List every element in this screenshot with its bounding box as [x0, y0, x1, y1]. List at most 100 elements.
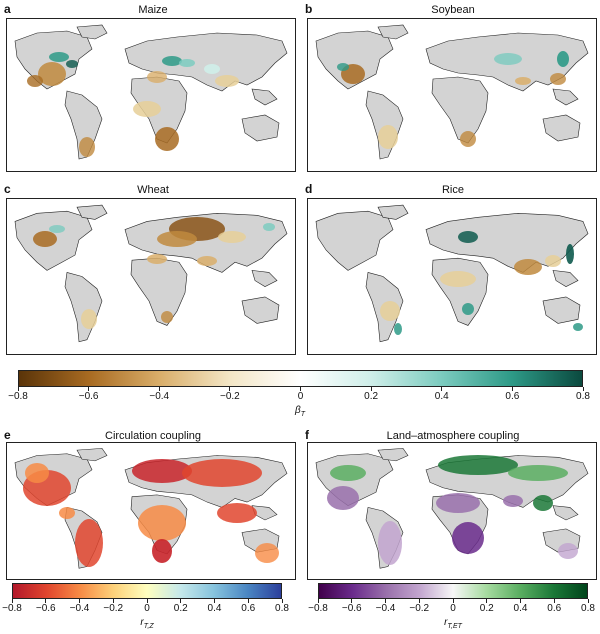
colorbar-tick-mark [45, 599, 47, 603]
land-mass [377, 204, 409, 220]
colorbar-tick-mark [385, 599, 386, 603]
colorbar-tick-label: 0 [450, 603, 456, 614]
colorbar-tick-label: 0.4 [207, 603, 222, 614]
colorbar-tick-mark [452, 599, 454, 603]
land-mass [315, 210, 394, 271]
circulation-colorbar-gradient [12, 583, 282, 599]
colorbar-tick-mark [158, 387, 160, 391]
circulation-colorbar-label: rT,Z [140, 617, 154, 630]
colorbar-tick-label: 0 [297, 391, 304, 402]
land-mass [76, 204, 108, 220]
land-mass [241, 114, 280, 142]
panel-title: Maize [138, 4, 168, 16]
colorbar-tick-mark [88, 387, 90, 391]
colorbar-tick-mark [553, 599, 555, 603]
land-mass [365, 90, 404, 160]
colorbar-tick-label: −0.4 [149, 391, 170, 402]
land-mass [76, 24, 108, 40]
world-map-circulation [14, 448, 288, 569]
panel-letter: c [4, 182, 11, 196]
colorbar-tick-mark [112, 599, 114, 603]
land-mass [431, 257, 489, 326]
world-map-rice [315, 204, 589, 343]
land-mass [431, 76, 489, 144]
colorbar-tick-label: −0.6 [78, 391, 99, 402]
world-map-soybean [315, 24, 589, 160]
colorbar-tick-mark [146, 599, 148, 603]
land-mass [552, 505, 579, 521]
land-mass [542, 114, 581, 142]
land-mass [76, 448, 108, 462]
colorbar-tick-label: 0 [144, 603, 150, 614]
colorbar-tick-mark [317, 599, 319, 603]
panel-title: Wheat [137, 184, 169, 196]
colorbar-tick-label: −0.4 [69, 603, 90, 614]
colorbar-tick-mark [281, 599, 283, 603]
colorbar-tick-label: 0.6 [241, 603, 256, 614]
soybean-sensitivity-overlay [337, 51, 569, 149]
land-mass [552, 270, 579, 288]
beta-colorbar-label: βT [295, 405, 305, 418]
land-mass [241, 296, 280, 324]
beta-colorbar-gradient [18, 370, 583, 387]
world-map-maize [14, 24, 288, 160]
land-mass [377, 448, 409, 462]
land-masses [315, 24, 589, 160]
colorbar-tick-mark [370, 387, 372, 391]
panel-letter: f [305, 428, 309, 442]
colorbar-tick-mark [247, 599, 249, 603]
map-circulation-coupling [6, 442, 296, 580]
colorbar-tick-label: −0.6 [35, 603, 56, 614]
colorbar-tick-mark [229, 387, 231, 391]
colorbar-tick-label: 0.4 [434, 391, 449, 402]
land-mass [542, 296, 581, 324]
colorbar-tick-label: 0.8 [581, 603, 595, 614]
panel-letter: a [4, 2, 11, 16]
colorbar-tick-label: 0.2 [479, 603, 494, 614]
circulation-overlay [23, 459, 279, 567]
colorbar-tick-mark [418, 599, 420, 603]
colorbar-tick-mark [11, 599, 13, 603]
land-mass [64, 272, 103, 343]
map-maize [6, 18, 296, 172]
panel-title: Rice [441, 184, 464, 196]
land-atmosphere-colorbar-label: rT,ET [444, 617, 462, 630]
land-mass [251, 88, 278, 106]
colorbar-tick-mark [300, 387, 301, 391]
land-mass [377, 24, 409, 40]
wheat-sensitivity-overlay [33, 217, 275, 329]
colorbar-tick-mark [17, 387, 19, 391]
colorbar-tick-label: −0.4 [375, 603, 396, 614]
panel-title: Circulation coupling [105, 430, 201, 442]
map-wheat [6, 198, 296, 355]
colorbar-tick-mark [214, 599, 215, 603]
land-masses [14, 24, 288, 160]
panel-letter: d [305, 182, 313, 196]
colorbar-tick-label: 0.2 [173, 603, 188, 614]
rice-sensitivity-overlay [380, 231, 583, 335]
colorbar-tick-label: −0.8 [2, 603, 22, 614]
land-mass [130, 257, 188, 326]
colorbar-tick-label: −0.2 [220, 391, 240, 402]
world-map-land-atmosphere [315, 448, 589, 569]
colorbar-tick-mark [351, 599, 353, 603]
colorbar-tick-mark [582, 387, 584, 391]
panel-title: Soybean [431, 4, 475, 16]
colorbar-tick-label: −0.8 [308, 603, 328, 614]
colorbar-tick-label: 0.2 [364, 391, 379, 402]
colorbar-tick-mark [511, 387, 513, 391]
colorbar-tick-label: 0.4 [513, 603, 528, 614]
colorbar-tick-label: 0.8 [275, 603, 289, 614]
maize-sensitivity-overlay [27, 52, 239, 157]
map-land-atmosphere-coupling [307, 442, 597, 580]
land-mass [315, 30, 394, 90]
colorbar-tick-label: 0.6 [505, 391, 520, 402]
land-atmosphere-overlay [327, 455, 578, 565]
colorbar-tick-label: −0.6 [341, 603, 362, 614]
world-map-wheat [14, 204, 288, 343]
panel-letter: b [305, 2, 313, 16]
colorbar-tick-label: −0.2 [409, 603, 430, 614]
map-soybean [307, 18, 597, 172]
map-rice [307, 198, 597, 355]
colorbar-tick-mark [587, 599, 589, 603]
